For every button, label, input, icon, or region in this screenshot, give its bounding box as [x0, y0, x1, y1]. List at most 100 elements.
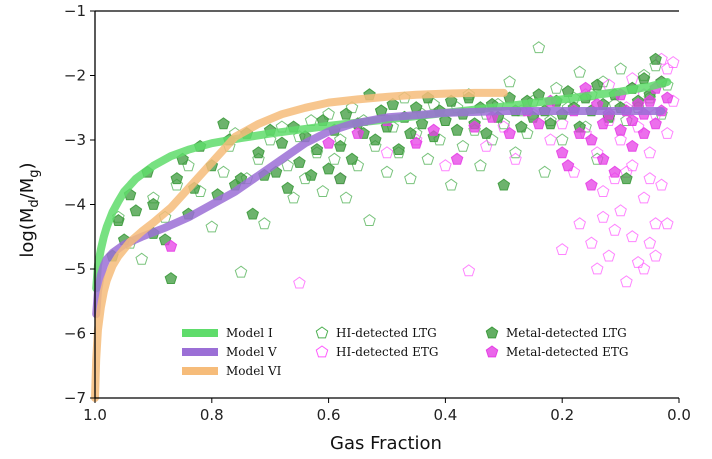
point-hi-detected-ltg — [614, 62, 627, 75]
x-tick-label: 0.6 — [317, 406, 341, 424]
point-hi-detected-etg — [655, 178, 668, 191]
point-hi-detected-etg — [585, 236, 598, 249]
legend-label: Metal-detected ETG — [506, 345, 628, 359]
point-hi-detected-ltg — [404, 172, 417, 185]
y-tick-label: −3 — [64, 131, 86, 149]
point-metal-detected-ltg — [515, 120, 528, 133]
point-hi-detected-etg — [649, 217, 662, 230]
point-hi-detected-etg — [293, 276, 306, 289]
point-hi-detected-etg — [439, 159, 452, 172]
axes: 1.0 0.8 0.6 0.4 0.2 0.0 −7 −6 −5 −4 −3 −2 −1 — [64, 2, 691, 424]
point-metal-detected-ltg — [304, 168, 318, 181]
point-metal-detected-ltg — [480, 126, 493, 139]
point-hi-detected-etg — [608, 172, 622, 185]
point-hi-detected-ltg — [474, 159, 487, 172]
y-tick-label: −4 — [64, 196, 86, 214]
point-hi-detected-ltg — [573, 65, 586, 78]
point-metal-detected-etg — [351, 126, 365, 139]
point-metal-detected-etg — [573, 126, 586, 139]
point-hi-detected-etg — [661, 62, 674, 75]
point-metal-detected-etg — [626, 114, 639, 126]
point-hi-detected-ltg — [205, 220, 219, 233]
point-metal-detected-etg — [561, 159, 575, 172]
legend-label: HI-detected LTG — [336, 326, 437, 340]
point-hi-detected-ltg — [444, 178, 458, 191]
point-metal-detected-etg — [596, 117, 610, 130]
point-metal-detected-etg — [555, 146, 569, 159]
y-tick-label: −5 — [64, 260, 86, 278]
point-hi-detected-etg — [380, 146, 394, 159]
point-hi-detected-ltg — [258, 217, 271, 230]
point-metal-detected-etg — [322, 136, 335, 149]
legend-marker — [485, 326, 499, 339]
point-hi-detected-etg — [661, 217, 674, 230]
point-hi-detected-etg — [590, 262, 604, 275]
point-metal-detected-etg — [468, 120, 481, 133]
point-metal-detected-ltg — [293, 155, 306, 168]
point-hi-detected-ltg — [339, 191, 353, 204]
point-hi-detected-ltg — [363, 213, 376, 226]
legend-marker — [485, 345, 499, 358]
point-metal-detected-ltg — [345, 152, 359, 165]
legend-item-hi-detected-ltg: HI-detected LTG — [315, 326, 437, 340]
point-hi-detected-etg — [643, 146, 657, 159]
point-metal-detected-ltg — [590, 78, 604, 91]
y-tick-label: −2 — [64, 67, 86, 85]
y-label-sub2: g — [27, 169, 42, 177]
point-hi-detected-ltg — [555, 133, 569, 146]
point-metal-detected-etg — [649, 117, 662, 130]
point-metal-detected-ltg — [544, 117, 557, 130]
point-hi-detected-etg — [643, 236, 657, 249]
point-hi-detected-ltg — [509, 146, 522, 159]
point-metal-detected-ltg — [497, 178, 511, 191]
point-metal-detected-etg — [608, 165, 622, 178]
point-hi-detected-etg — [666, 55, 680, 68]
y-tick-label: −7 — [64, 389, 86, 407]
legend-marker — [315, 326, 329, 339]
x-tick-label: 1.0 — [83, 406, 107, 424]
legend: Model I Model V Model VI HI-detected LTG HI-… — [182, 326, 628, 378]
point-metal-detected-etg — [532, 117, 546, 130]
point-hi-detected-ltg — [287, 191, 300, 204]
x-axis-label: Gas Fraction — [330, 433, 442, 454]
point-hi-detected-etg — [649, 249, 662, 262]
point-metal-detected-etg — [614, 123, 627, 136]
point-hi-detected-ltg — [170, 178, 184, 191]
y-label-main: log(M — [17, 208, 38, 258]
legend-item-model-v: Model V — [182, 345, 277, 359]
y-label-end: ) — [17, 162, 38, 169]
model-layer — [91, 78, 672, 402]
point-metal-detected-ltg — [217, 117, 230, 130]
point-hi-detected-etg — [555, 243, 569, 255]
point-metal-detected-etg — [164, 239, 178, 252]
point-metal-detected-ltg — [649, 52, 662, 65]
point-metal-detected-ltg — [369, 133, 382, 146]
point-hi-detected-etg — [544, 133, 557, 146]
point-hi-detected-etg — [614, 133, 627, 146]
point-metal-detected-ltg — [444, 94, 458, 107]
point-hi-detected-etg — [643, 172, 657, 185]
point-hi-detected-etg — [637, 262, 651, 275]
point-metal-detected-etg — [503, 126, 516, 139]
y-axis-label: log(Md/Mg) — [17, 162, 42, 257]
point-metal-detected-ltg — [392, 143, 405, 155]
point-hi-detected-etg — [462, 264, 476, 277]
point-hi-detected-ltg — [234, 265, 248, 278]
y-tick-label: −6 — [64, 325, 86, 343]
legend-label: Model VI — [226, 364, 282, 378]
point-metal-detected-etg — [661, 91, 674, 104]
point-metal-detected-ltg — [129, 204, 143, 217]
legend-label: HI-detected ETG — [336, 345, 438, 359]
x-tick-label: 0.0 — [667, 406, 691, 424]
point-hi-detected-etg — [555, 117, 569, 130]
point-hi-detected-ltg — [421, 152, 435, 165]
point-hi-detected-etg — [661, 126, 674, 139]
point-metal-detected-ltg — [310, 143, 324, 155]
point-metal-detected-ltg — [386, 97, 400, 110]
point-hi-detected-etg — [596, 210, 610, 223]
y-label-sub1: d — [27, 199, 42, 207]
point-metal-detected-ltg — [415, 117, 429, 130]
legend-label: Model I — [226, 326, 273, 340]
point-hi-detected-ltg — [217, 165, 230, 178]
point-hi-detected-etg — [596, 184, 610, 197]
